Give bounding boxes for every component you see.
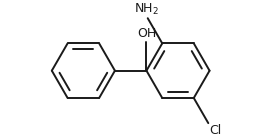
Text: NH$_2$: NH$_2$ [134, 2, 159, 17]
Text: Cl: Cl [209, 124, 222, 137]
Text: OH: OH [137, 27, 156, 40]
